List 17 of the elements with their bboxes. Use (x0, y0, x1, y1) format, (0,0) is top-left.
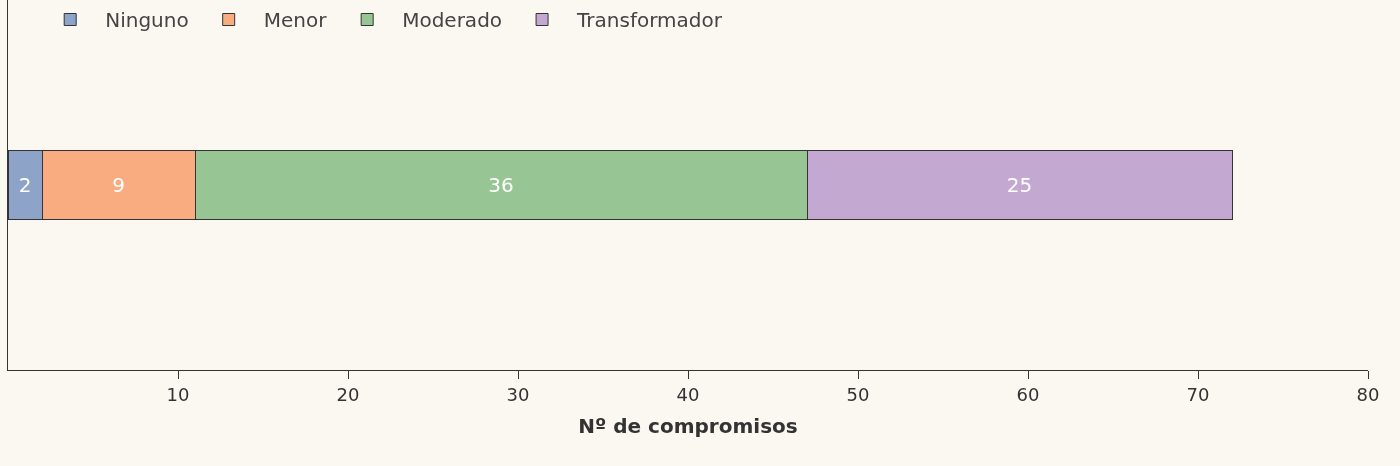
legend-label: Moderado (402, 8, 503, 33)
data-label: 25 (1006, 173, 1033, 197)
data-label: 9 (112, 173, 125, 197)
data-label: 36 (488, 173, 514, 197)
legend-label: Ninguno (105, 8, 189, 33)
x-tick-label: 50 (846, 383, 870, 405)
x-tick-label: 60 (1016, 383, 1040, 405)
legend-label: Transformador (576, 8, 723, 33)
legend-label: Menor (263, 8, 328, 33)
x-tick-label: 20 (336, 383, 360, 405)
x-axis-title: Nº de compromisos (578, 414, 798, 439)
x-tick-label: 80 (1356, 383, 1380, 405)
x-tick-label: 10 (166, 383, 190, 405)
x-tick-label: 30 (506, 383, 530, 405)
x-tick-label: 70 (1186, 383, 1210, 405)
x-tick-label: 40 (676, 383, 700, 405)
data-label: 2 (18, 173, 32, 197)
